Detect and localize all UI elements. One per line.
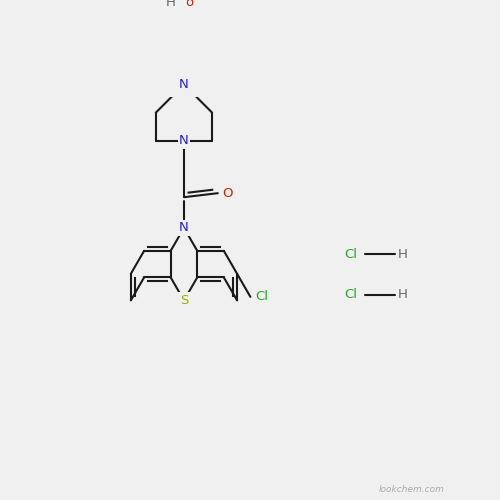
Text: o: o [186,0,194,9]
Text: O: O [222,186,232,200]
Text: S: S [180,294,188,307]
Text: N: N [179,134,189,147]
Text: N: N [179,222,189,234]
Text: H: H [166,0,176,9]
Text: Cl: Cl [344,288,357,301]
Text: N: N [179,78,189,91]
Text: Cl: Cl [255,290,268,304]
Text: lookchem.com: lookchem.com [379,484,445,494]
Text: Cl: Cl [344,248,357,261]
Text: H: H [398,288,408,301]
Text: H: H [398,248,408,261]
